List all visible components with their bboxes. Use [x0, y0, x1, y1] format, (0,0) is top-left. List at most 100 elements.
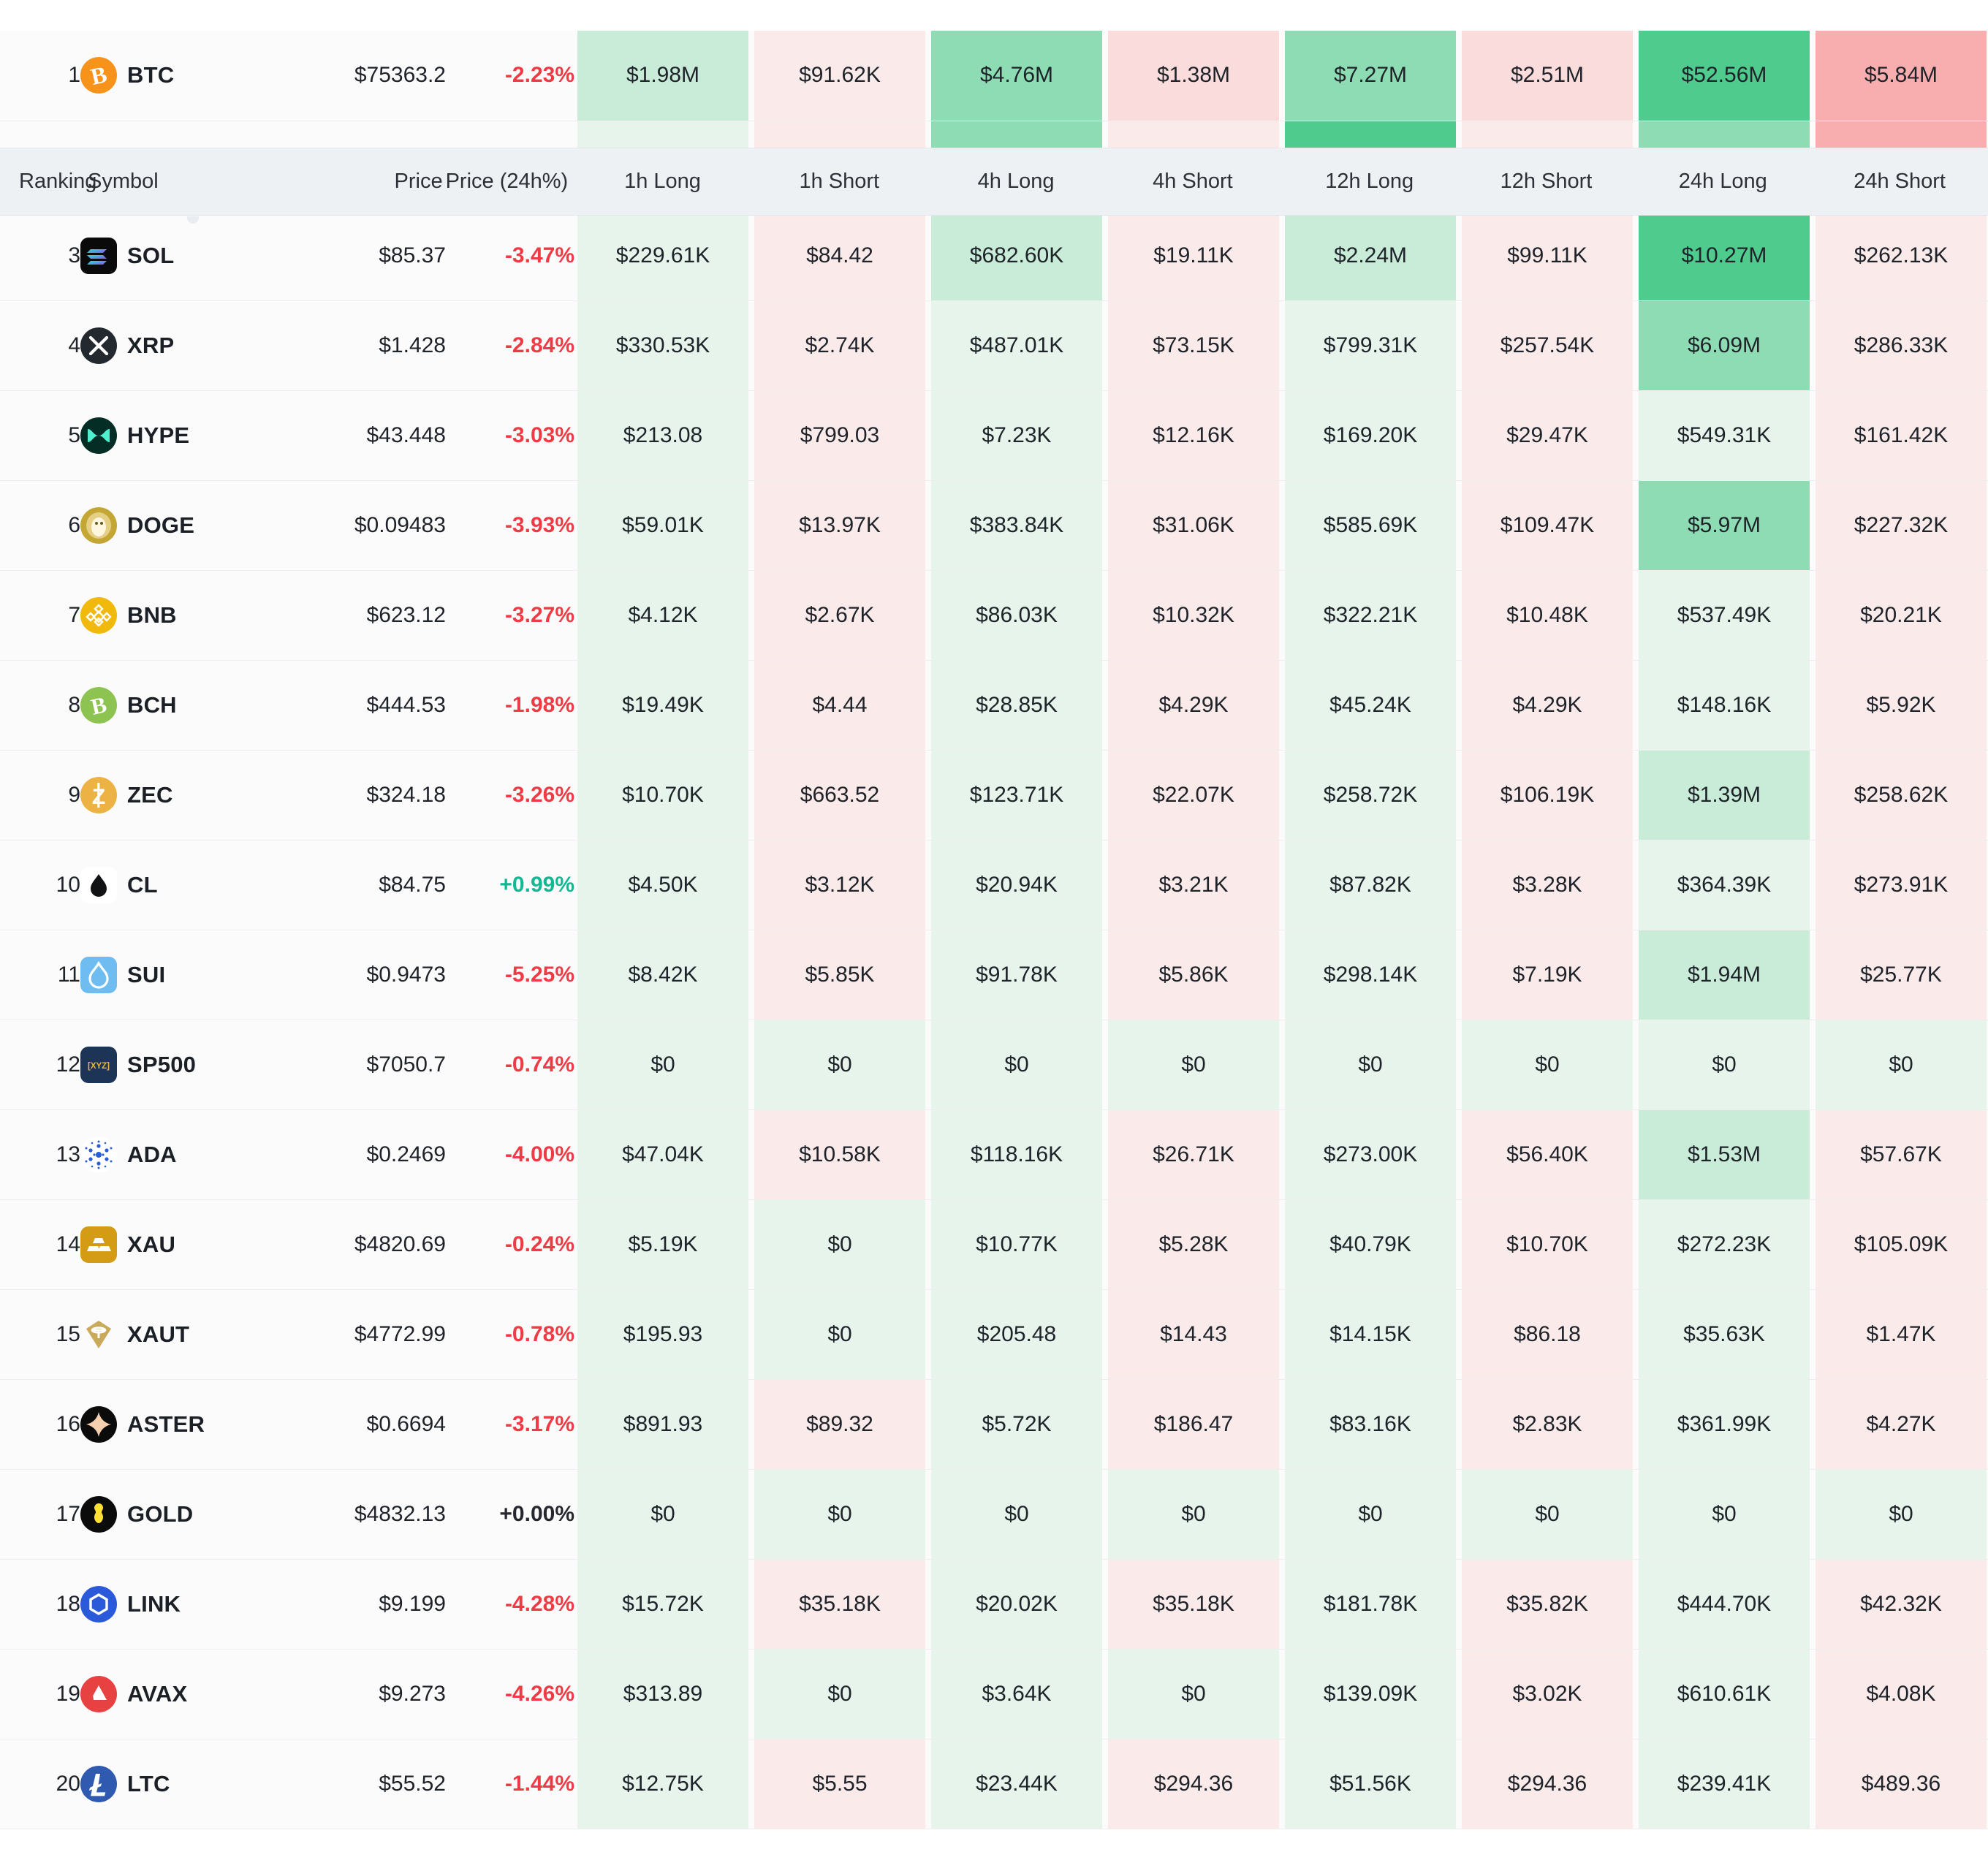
table-row[interactable]: 6 DOGE $0.09483 -3.93% $59.01K $13.97K $383.84… [0, 480, 1988, 571]
cell-price-change: -0.24% [446, 1199, 574, 1290]
cell-value: $15.72K [622, 1591, 704, 1616]
table-row[interactable]: 11 SUI $0.9473 -5.25% $8.42K $5.85K $91.78K $5.… [0, 930, 1988, 1020]
cell-value: $262.13K [1854, 243, 1949, 267]
cell-value: $109.47K [1500, 512, 1595, 537]
cell-24h-short: $1.47K [1813, 1289, 1988, 1380]
link-icon [80, 1585, 117, 1623]
table-row[interactable]: 9Z ZEC $324.18-3.26% $10.70K $663.52 $123.71K… [0, 750, 1988, 840]
cell-12h-long: $45.24K [1282, 660, 1459, 751]
column-header-4h-short[interactable]: 4h Short [1153, 170, 1233, 193]
table-row[interactable]: 17 GOLD $4832.13 +0.00% $0 $0 $0 $0 $0 $0 $0 $0 [0, 1469, 1988, 1560]
table-row[interactable]: 4 XRP $1.428 -2.84% $330.53K $2.74K $487.01K $7… [0, 300, 1988, 391]
cell-symbol[interactable]: XRP [80, 300, 307, 391]
cell-ranking: 5 [0, 390, 80, 481]
column-header-ranking[interactable]: Ranking [19, 170, 97, 193]
cell-symbol[interactable]: GOLD [80, 1469, 307, 1560]
column-header-1h-short[interactable]: 1h Short [799, 170, 880, 193]
cell-value: $2.24M [1333, 243, 1408, 267]
cell-heat-fill [1285, 660, 1456, 750]
cell-value: $2.74K [805, 333, 875, 357]
cell-value: $1.47K [1866, 1321, 1936, 1346]
table-row[interactable]: 16 ASTER $0.6694 -3.17% $891.93 $89.32 $5.72K $… [0, 1379, 1988, 1470]
cell-4h-short: $5.28K [1105, 1199, 1282, 1290]
table-row[interactable]: 18 LINK $9.199 -4.28% $15.72K $35.18K $20.02K $… [0, 1559, 1988, 1650]
cell-price: $0.2469 [307, 1109, 446, 1200]
cell-heat-fill [1639, 390, 1810, 480]
cell-value: $12.75K [622, 1771, 704, 1796]
cell-price-change: -3.26% [446, 750, 574, 840]
cell-symbol[interactable]: [XYZ] SP500 [80, 1020, 307, 1110]
cell-heat-fill [1285, 1739, 1456, 1829]
column-header-24h-short[interactable]: 24h Short [1854, 170, 1946, 193]
cell-symbol[interactable]: LINK [80, 1559, 307, 1650]
cell-heat-fill [1639, 1109, 1810, 1199]
table-row[interactable]: 1 B BTC $75363.2 -2.23% $1.98M $91.62K $4.76M $1… [0, 31, 1988, 121]
table-row[interactable]: 19 AVAX $9.273 -4.26% $313.89 $0 $3.64K $0 $139.… [0, 1649, 1988, 1739]
cell-symbol[interactable]: CL [80, 840, 307, 930]
cell-price-change: -5.25% [446, 930, 574, 1020]
cell-12h-short: $10.70K [1459, 1199, 1636, 1290]
cell-24h-short: $0 [1813, 1469, 1988, 1560]
cell-symbol[interactable]: B BCH [80, 660, 307, 751]
cell-symbol[interactable]: AVAX [80, 1649, 307, 1739]
column-header-4h-long[interactable]: 4h Long [977, 170, 1055, 193]
cell-value: $3.64K [982, 1681, 1052, 1706]
cell-heat-fill [754, 300, 925, 390]
cell-symbol[interactable]: ADA [80, 1109, 307, 1200]
cell-1h-short: $663.52 [751, 750, 928, 840]
column-header-12h-long[interactable]: 12h Long [1325, 170, 1414, 193]
table-row[interactable]: 10 CL $84.75 +0.99% $4.50K $3.12K $20.94K $3.21… [0, 840, 1988, 930]
cell-heat-fill [1816, 300, 1987, 390]
cell-heat-fill [1108, 660, 1279, 750]
cell-12h-long: $7.27M [1282, 31, 1459, 121]
cell-ranking: 9 [0, 750, 80, 840]
cell-symbol[interactable]: Z ZEC [80, 750, 307, 840]
cell-symbol[interactable]: XAU [80, 1199, 307, 1290]
table-row[interactable]: 13 ADA $0.2469 -4.00% $47.04K $10.58K $118.16K… [0, 1109, 1988, 1200]
table-row[interactable]: 15 XAUT $4772.99 -0.78% $195.93 $0 $205.48 $14.… [0, 1289, 1988, 1380]
cell-symbol[interactable]: SOL [80, 210, 307, 301]
table-row[interactable]: 7 BNB $623.12 -3.27% $4.12K $2.67K $86.03K $10.… [0, 570, 1988, 661]
cell-symbol[interactable]: DOGE [80, 480, 307, 571]
cell-24h-long: $549.31K [1636, 390, 1813, 481]
column-header-price[interactable]: Price [394, 170, 443, 193]
cell-symbol[interactable]: B BTC [80, 31, 307, 121]
column-header-12h-short[interactable]: 12h Short [1500, 170, 1593, 193]
cell-value: $205.48 [976, 1321, 1057, 1346]
cell-value: $0 [827, 1501, 852, 1526]
cell-symbol[interactable]: HYPE [80, 390, 307, 481]
cell-12h-short: $3.28K [1459, 840, 1636, 930]
column-header-1h-long[interactable]: 1h Long [624, 170, 701, 193]
table-row[interactable]: 12 [XYZ] SP500 $7050.7 -0.74% $0 $0 $0 $0 $0 $0 $0 $… [0, 1020, 1988, 1110]
symbol-label: GOLD [127, 1500, 194, 1527]
cell-1h-long: $19.49K [574, 660, 751, 751]
cell-1h-short: $0 [751, 1469, 928, 1560]
cell-heat-fill [1639, 930, 1810, 1020]
column-header-symbol[interactable]: Symbol [88, 170, 159, 193]
cell-symbol[interactable]: BNB [80, 570, 307, 661]
cell-heat-fill [1462, 1469, 1633, 1559]
cell-4h-short: $294.36 [1105, 1739, 1282, 1829]
cell-price-change: -1.44% [446, 1739, 574, 1829]
cell-4h-long: $123.71K [928, 750, 1105, 840]
column-header-change[interactable]: Price (24h%) [445, 170, 569, 193]
column-header-24h-long[interactable]: 24h Long [1678, 170, 1767, 193]
cell-value: $1.39M [1687, 782, 1761, 807]
cell-value: $5.84M [1864, 63, 1938, 88]
cell-heat-fill [1285, 480, 1456, 570]
table-row[interactable]: 14 XAU $4820.69 -0.24% $5.19K $0 $10.77K $5.28K… [0, 1199, 1988, 1290]
cell-value: $298.14K [1323, 962, 1418, 987]
cell-heat-fill [1639, 1020, 1810, 1109]
symbol-group: HYPE [80, 417, 307, 454]
cell-symbol[interactable]: LTC [80, 1739, 307, 1829]
table-row[interactable]: 8 B BCH $444.53 -1.98% $19.49K $4.44 $28.85K $4.… [0, 660, 1988, 751]
cell-symbol[interactable]: SUI [80, 930, 307, 1020]
cell-symbol[interactable]: ASTER [80, 1379, 307, 1470]
table-row[interactable]: 3 SOL $85.37 -3.47% $229.61K $84.42 $682.60K $1… [0, 210, 1988, 301]
table-row[interactable]: 5 HYPE $43.448 -3.03% $213.08 $799.03 $7.23K $1… [0, 390, 1988, 481]
table-row[interactable]: 20 LTC $55.52 -1.44% $12.75K $5.55 $23.44K $294… [0, 1739, 1988, 1829]
cell-4h-short: $1.38M [1105, 31, 1282, 121]
cell-symbol[interactable]: XAUT [80, 1289, 307, 1380]
cell-24h-long: $1.39M [1636, 750, 1813, 840]
